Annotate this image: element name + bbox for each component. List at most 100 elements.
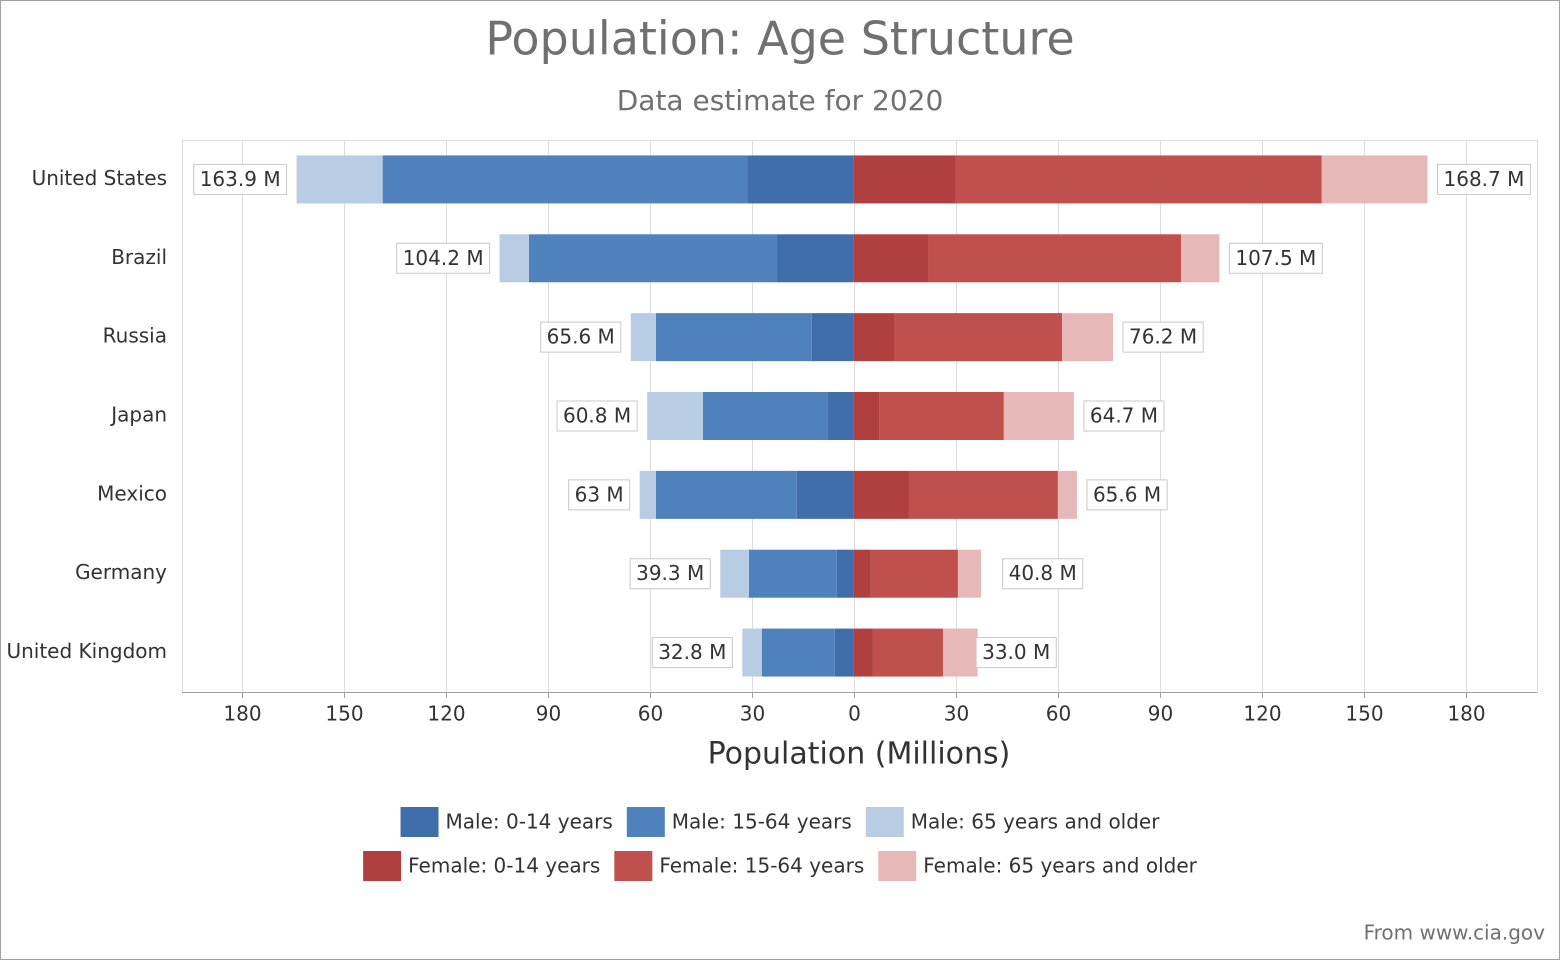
bar-segment <box>528 234 778 283</box>
bar-segment <box>748 549 837 598</box>
total-label-box <box>1122 321 1204 353</box>
total-label-text: 163.9 M <box>200 167 281 191</box>
total-label-box <box>651 637 733 669</box>
bar-segment <box>747 155 854 204</box>
total-label: 65.6 M <box>540 321 622 353</box>
bar-segment <box>853 549 871 598</box>
bar-segment <box>1180 234 1220 283</box>
legend-label: Male: 15-64 years <box>672 810 852 834</box>
total-label-box <box>556 400 638 432</box>
bar-segment <box>957 549 982 598</box>
legend-item: Male: 65 years and older <box>865 807 1160 837</box>
bar-segment <box>870 549 958 598</box>
total-label: 63 M <box>568 479 631 511</box>
y-tick-label: United States <box>32 166 167 190</box>
bar-segment <box>908 470 1058 519</box>
bar-segment <box>647 392 703 440</box>
bar-segment <box>702 392 829 440</box>
x-tick-label: 0 <box>848 702 861 726</box>
bar-segment <box>382 155 748 204</box>
total-label-box <box>975 637 1057 669</box>
total-label-text: 64.7 M <box>1090 404 1158 428</box>
total-label-text: 107.5 M <box>1235 246 1316 270</box>
y-tick-label: Germany <box>75 560 167 584</box>
bar-segment <box>761 628 835 677</box>
total-label: 60.8 M <box>556 400 638 432</box>
total-label: 32.8 M <box>651 637 733 669</box>
bar-segment <box>811 313 854 362</box>
total-label-text: 33.0 M <box>982 640 1050 664</box>
legend-item: Male: 0-14 years <box>400 807 613 837</box>
x-tick-label: 150 <box>1345 702 1383 726</box>
total-label-text: 60.8 M <box>563 404 631 428</box>
legend-item: Female: 15-64 years <box>614 851 864 881</box>
total-label-box <box>1086 479 1168 511</box>
bar-segment <box>296 155 383 204</box>
total-label-box <box>1083 400 1165 432</box>
legend-swatch <box>865 807 904 837</box>
bar-segment <box>836 549 854 598</box>
legend-label: Male: 0-14 years <box>446 810 613 834</box>
total-label-text: 65.6 M <box>547 325 615 349</box>
x-tick-label: 180 <box>1447 702 1485 726</box>
bar-segment <box>1321 155 1428 204</box>
x-tick-label: 60 <box>638 702 663 726</box>
bar-segment <box>796 470 854 519</box>
x-tick-label: 120 <box>1243 702 1281 726</box>
x-tick-label: 120 <box>427 702 465 726</box>
x-tick-label: 60 <box>1046 702 1071 726</box>
y-tick-label: Russia <box>103 324 167 348</box>
bar-segment <box>742 628 762 677</box>
total-label: 76.2 M <box>1122 321 1204 353</box>
total-label: 107.5 M <box>1228 242 1323 274</box>
bar-segment <box>853 234 929 283</box>
legend-label: Male: 65 years and older <box>911 810 1160 834</box>
bar-segment <box>853 392 880 440</box>
legend-label: Female: 0-14 years <box>408 854 600 878</box>
bar-segment <box>777 234 854 283</box>
legend-swatch <box>363 851 402 881</box>
bar-segment <box>655 470 797 519</box>
total-label: 64.7 M <box>1083 400 1165 432</box>
bar-segment <box>499 234 529 283</box>
bar-segment <box>872 628 943 677</box>
legend-item: Male: 15-64 years <box>626 807 852 837</box>
x-tick-label: 30 <box>740 702 765 726</box>
total-label: 104.2 M <box>396 242 491 274</box>
total-label: 33.0 M <box>975 637 1057 669</box>
bar-segment <box>955 155 1322 204</box>
total-label: 163.9 M <box>193 163 288 195</box>
x-tick-label: 30 <box>944 702 969 726</box>
total-label-box <box>568 479 631 511</box>
bar-segment <box>853 155 956 204</box>
total-label-text: 40.8 M <box>1009 561 1077 585</box>
bar-segment <box>853 313 895 362</box>
bar-segment <box>828 392 854 440</box>
y-tick-label: Japan <box>109 403 167 427</box>
x-axis-title: Population (Millions) <box>708 737 1011 772</box>
bar-segment <box>1003 392 1074 440</box>
bar-segment <box>630 313 656 362</box>
bar-segment <box>894 313 1062 362</box>
source-note: From www.cia.gov <box>1364 921 1546 945</box>
y-tick-label: United Kingdom <box>6 639 167 663</box>
x-tick-label: 90 <box>1148 702 1173 726</box>
total-label-box <box>396 242 491 274</box>
total-label-text: 63 M <box>575 482 624 506</box>
bar-segment <box>655 313 812 362</box>
bar-segment <box>834 628 854 677</box>
total-label: 168.7 M <box>1437 163 1531 195</box>
total-label-text: 76.2 M <box>1129 325 1197 349</box>
total-label-text: 168.7 M <box>1444 167 1525 191</box>
total-label-text: 32.8 M <box>658 640 726 664</box>
total-label-text: 104.2 M <box>403 246 484 270</box>
bar-segment <box>720 549 749 598</box>
bar-segment <box>1061 313 1113 362</box>
total-label-box <box>540 321 622 353</box>
total-label-box <box>1002 558 1084 590</box>
legend-item: Female: 65 years and older <box>878 851 1198 881</box>
total-label-box <box>1228 242 1323 274</box>
total-label-box <box>193 163 288 195</box>
chart-subtitle: Data estimate for 2020 <box>617 84 944 117</box>
